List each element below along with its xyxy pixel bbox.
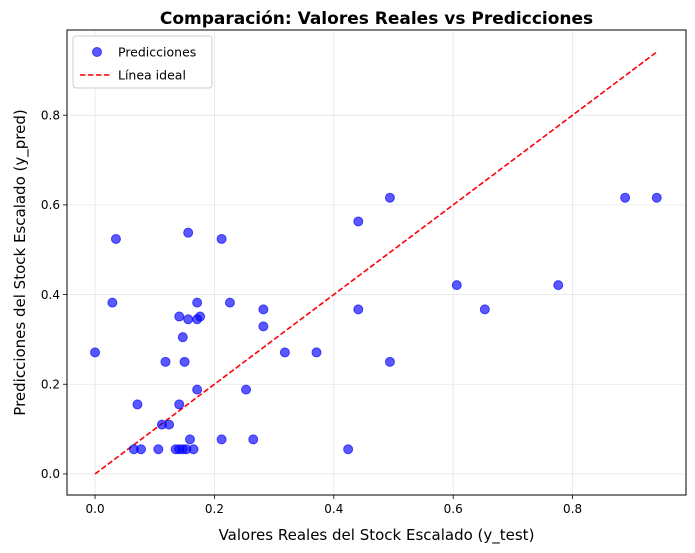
ideal-line-layer	[94, 51, 658, 475]
data-point	[241, 384, 252, 395]
data-point	[353, 304, 364, 315]
data-point	[174, 311, 185, 322]
legend-label-predicciones: Predicciones	[118, 45, 196, 60]
data-point	[164, 419, 175, 430]
data-point	[479, 304, 490, 315]
x-axis-ticks: 0.0 0.2 0.4 0.6 0.8	[86, 495, 582, 516]
data-point	[216, 434, 227, 445]
data-point	[343, 444, 354, 455]
data-point	[216, 233, 227, 244]
chart-title: Comparación: Valores Reales vs Prediccio…	[160, 9, 593, 29]
data-point	[258, 321, 269, 332]
data-point	[132, 399, 143, 410]
y-tick-label: 0.0	[41, 467, 60, 481]
x-tick-label: 0.6	[444, 502, 463, 516]
data-point	[311, 347, 322, 358]
y-tick-label: 0.8	[41, 108, 60, 122]
ideal-line	[94, 51, 658, 475]
y-axis-ticks: 0.0 0.2 0.4 0.6 0.8	[41, 108, 67, 481]
data-point	[248, 434, 259, 445]
data-point	[184, 434, 195, 445]
y-tick-label: 0.4	[41, 288, 60, 302]
x-axis-label: Valores Reales del Stock Escalado (y_tes…	[219, 526, 535, 545]
data-point	[279, 347, 290, 358]
data-point	[192, 384, 203, 395]
data-point	[174, 399, 185, 410]
legend: Predicciones Línea ideal	[72, 35, 213, 89]
data-point	[258, 304, 269, 315]
data-point	[107, 297, 118, 308]
x-tick-label: 0.8	[563, 502, 582, 516]
data-point	[160, 356, 171, 367]
data-point	[177, 332, 188, 343]
data-point	[110, 233, 121, 244]
data-point	[384, 356, 395, 367]
data-point	[651, 192, 662, 203]
x-tick-label: 0.0	[86, 502, 105, 516]
y-axis-label: Predicciones del Stock Escalado (y_pred)	[11, 109, 30, 415]
data-point	[183, 314, 194, 325]
y-tick-label: 0.2	[41, 378, 60, 392]
points-layer	[90, 192, 662, 455]
data-point	[90, 347, 101, 358]
data-point	[620, 192, 631, 203]
data-point	[195, 311, 206, 322]
y-tick-label: 0.6	[41, 198, 60, 212]
data-point	[451, 280, 462, 291]
data-point	[136, 444, 147, 455]
legend-label-ideal-line: Línea ideal	[118, 68, 186, 83]
data-point	[192, 297, 203, 308]
data-point	[188, 444, 199, 455]
x-tick-label: 0.2	[205, 502, 224, 516]
data-point	[183, 227, 194, 238]
data-point	[353, 216, 364, 227]
legend-marker-predicciones	[92, 47, 102, 57]
data-point	[553, 280, 564, 291]
data-point	[153, 444, 164, 455]
plot-area	[66, 29, 687, 496]
grid	[67, 30, 686, 495]
data-point	[384, 192, 395, 203]
data-point	[179, 356, 190, 367]
x-tick-label: 0.4	[324, 502, 343, 516]
data-point	[224, 297, 235, 308]
